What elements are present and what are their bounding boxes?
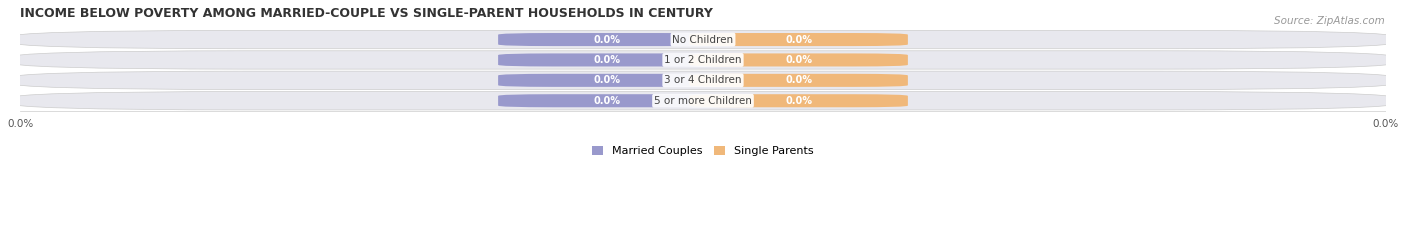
Text: 0.0%: 0.0% <box>593 96 621 106</box>
Text: 0.0%: 0.0% <box>785 75 813 85</box>
Text: 0.0%: 0.0% <box>593 55 621 65</box>
Text: No Children: No Children <box>672 34 734 45</box>
Text: INCOME BELOW POVERTY AMONG MARRIED-COUPLE VS SINGLE-PARENT HOUSEHOLDS IN CENTURY: INCOME BELOW POVERTY AMONG MARRIED-COUPL… <box>20 7 713 20</box>
Text: 5 or more Children: 5 or more Children <box>654 96 752 106</box>
FancyBboxPatch shape <box>689 74 908 87</box>
FancyBboxPatch shape <box>7 71 1399 89</box>
FancyBboxPatch shape <box>689 53 908 66</box>
Text: Source: ZipAtlas.com: Source: ZipAtlas.com <box>1274 16 1385 26</box>
FancyBboxPatch shape <box>689 94 908 107</box>
FancyBboxPatch shape <box>498 53 717 66</box>
FancyBboxPatch shape <box>7 51 1399 69</box>
FancyBboxPatch shape <box>689 33 908 46</box>
Text: 0.0%: 0.0% <box>785 34 813 45</box>
Text: 0.0%: 0.0% <box>785 96 813 106</box>
FancyBboxPatch shape <box>7 30 1399 49</box>
FancyBboxPatch shape <box>7 92 1399 110</box>
Legend: Married Couples, Single Parents: Married Couples, Single Parents <box>592 146 814 156</box>
FancyBboxPatch shape <box>498 94 717 107</box>
Text: 0.0%: 0.0% <box>593 75 621 85</box>
Text: 0.0%: 0.0% <box>785 55 813 65</box>
Text: 3 or 4 Children: 3 or 4 Children <box>664 75 742 85</box>
FancyBboxPatch shape <box>498 74 717 87</box>
Text: 0.0%: 0.0% <box>593 34 621 45</box>
Text: 1 or 2 Children: 1 or 2 Children <box>664 55 742 65</box>
FancyBboxPatch shape <box>498 33 717 46</box>
